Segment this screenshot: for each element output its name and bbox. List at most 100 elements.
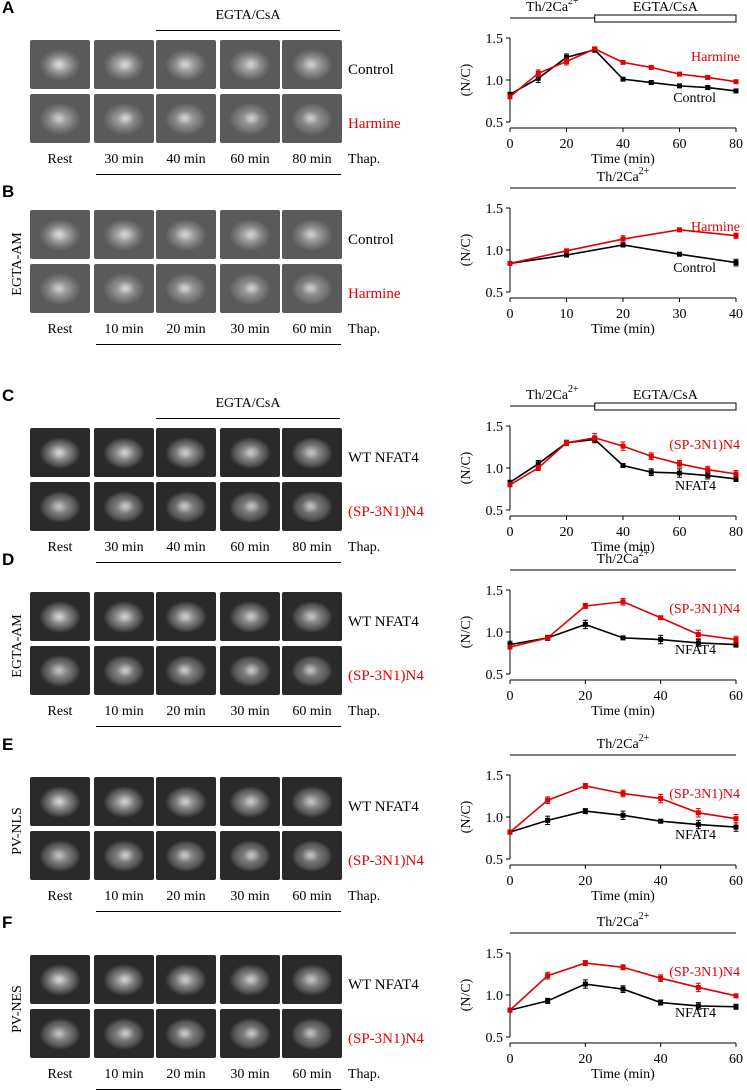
micrograph-tile — [220, 428, 280, 477]
micrograph-tile — [156, 1009, 216, 1058]
data-point — [582, 960, 588, 966]
micrograph-tile — [94, 831, 154, 880]
time-label: 10 min — [104, 704, 144, 719]
data-point — [582, 981, 588, 987]
data-point — [535, 70, 541, 76]
treatment-text: EGTA/CsA — [633, 388, 699, 403]
thap-bar — [96, 726, 341, 727]
condition-label: (SP-3N1)N4 — [348, 668, 424, 684]
side-label: EGTA-AM — [10, 232, 25, 296]
micrograph-tile — [30, 94, 90, 143]
line-chart: Th/2Ca2+ 0.5 1.0 1.5 0 20 40 60 Time (min) (N/C) (… — [459, 548, 743, 719]
legend-label: NFAT4 — [675, 643, 716, 658]
micrograph-tile — [94, 592, 154, 641]
data-point — [507, 482, 513, 488]
micrograph-tile — [156, 777, 216, 826]
rest-label: Rest — [47, 540, 73, 555]
micrograph-tile — [282, 40, 342, 89]
data-point — [545, 973, 551, 979]
time-label: 30 min — [230, 322, 270, 337]
x-tick-label: 40 — [616, 525, 630, 540]
time-label: 40 min — [166, 540, 206, 555]
micrograph-tile — [282, 646, 342, 695]
side-label: PV-NLS — [10, 807, 25, 855]
x-tick-label: 20 — [578, 874, 592, 889]
x-tick-label: 60 — [673, 525, 687, 540]
x-tick-label: 20 — [616, 307, 630, 322]
y-tick-label: 1.0 — [486, 74, 504, 89]
data-point — [620, 635, 626, 641]
micrograph-grid — [30, 737, 342, 887]
micrograph-tile — [30, 592, 90, 641]
micrograph-tile — [94, 1009, 154, 1058]
data-point — [733, 79, 739, 85]
x-tick-label: 20 — [560, 525, 574, 540]
data-point — [733, 1004, 739, 1010]
time-label: 60 min — [292, 322, 332, 337]
data-point — [535, 465, 541, 471]
time-label: 20 min — [166, 1067, 206, 1082]
y-tick-label: 1.0 — [486, 244, 504, 259]
panel-letter: B — [2, 182, 15, 201]
micrograph-tile — [94, 40, 154, 89]
time-label: 10 min — [104, 889, 144, 904]
time-label: 60 min — [230, 152, 270, 167]
data-point — [545, 797, 551, 803]
data-point — [620, 59, 626, 65]
data-point — [733, 476, 739, 482]
legend-label: (SP-3N1)N4 — [669, 438, 740, 453]
micrograph-tile — [30, 482, 90, 531]
micrograph-tile — [282, 1009, 342, 1058]
data-point — [733, 642, 739, 648]
data-point — [733, 637, 739, 643]
micrograph-tile — [220, 40, 280, 89]
micrograph-grid — [30, 185, 342, 335]
data-point — [582, 808, 588, 814]
data-point — [592, 46, 598, 52]
legend-label: (SP-3N1)N4 — [669, 787, 740, 802]
y-tick-label: 1.5 — [486, 584, 504, 599]
x-tick-label: 40 — [616, 137, 630, 152]
data-point — [582, 621, 588, 627]
y-axis-label: (N/C) — [459, 233, 474, 266]
x-tick-label: 0 — [507, 1052, 514, 1067]
panel-letter: D — [2, 550, 15, 569]
x-axis-label: Time (min) — [591, 322, 655, 337]
condition-label: Harmine — [348, 286, 401, 302]
treatment-text: Th/2Ca2+ — [597, 166, 650, 185]
condition-label: (SP-3N1)N4 — [348, 853, 424, 869]
line-chart: Th/2Ca2+ EGTA/CsA 0.5 1.0 1.5 0 20 40 60 80 Time (… — [459, 384, 743, 555]
treatment-label: EGTA/CsA — [215, 396, 281, 411]
micrograph-tile — [94, 955, 154, 1004]
data-point — [564, 54, 569, 60]
data-point — [695, 632, 701, 638]
data-point — [677, 71, 682, 77]
micrograph-tile — [30, 210, 90, 259]
time-label: 30 min — [230, 704, 270, 719]
panel-F: F PV-NES WT NFAT4 (SP-3N1)N4 Rest 10 min 20 mi… — [0, 910, 747, 1090]
x-tick-label: 60 — [673, 137, 687, 152]
data-point — [695, 822, 701, 828]
micrograph-tile — [30, 1009, 90, 1058]
micrograph-tile — [94, 94, 154, 143]
condition-label: WT NFAT4 — [348, 977, 419, 993]
y-tick-label: 0.5 — [486, 853, 504, 868]
micrograph-tile — [282, 264, 342, 313]
data-point — [733, 816, 739, 822]
data-point — [648, 469, 654, 475]
micrograph-tile — [30, 646, 90, 695]
micrograph-tile — [30, 777, 90, 826]
micrograph-tile — [94, 428, 154, 477]
y-axis-label: (N/C) — [459, 978, 474, 1011]
micrograph-grid — [30, 0, 342, 150]
micrograph-tile — [156, 955, 216, 1004]
thap-label: Thap. — [348, 152, 381, 167]
data-point — [705, 473, 711, 479]
panel-D: D EGTA-AM WT NFAT4 (SP-3N1)N4 Rest 10 min 20 m… — [0, 548, 747, 727]
data-point — [582, 783, 588, 789]
micrograph-tile — [282, 210, 342, 259]
data-point — [705, 85, 711, 91]
micrograph-tile — [220, 646, 280, 695]
x-tick-label: 20 — [578, 689, 592, 704]
thap-label: Thap. — [348, 1067, 381, 1082]
